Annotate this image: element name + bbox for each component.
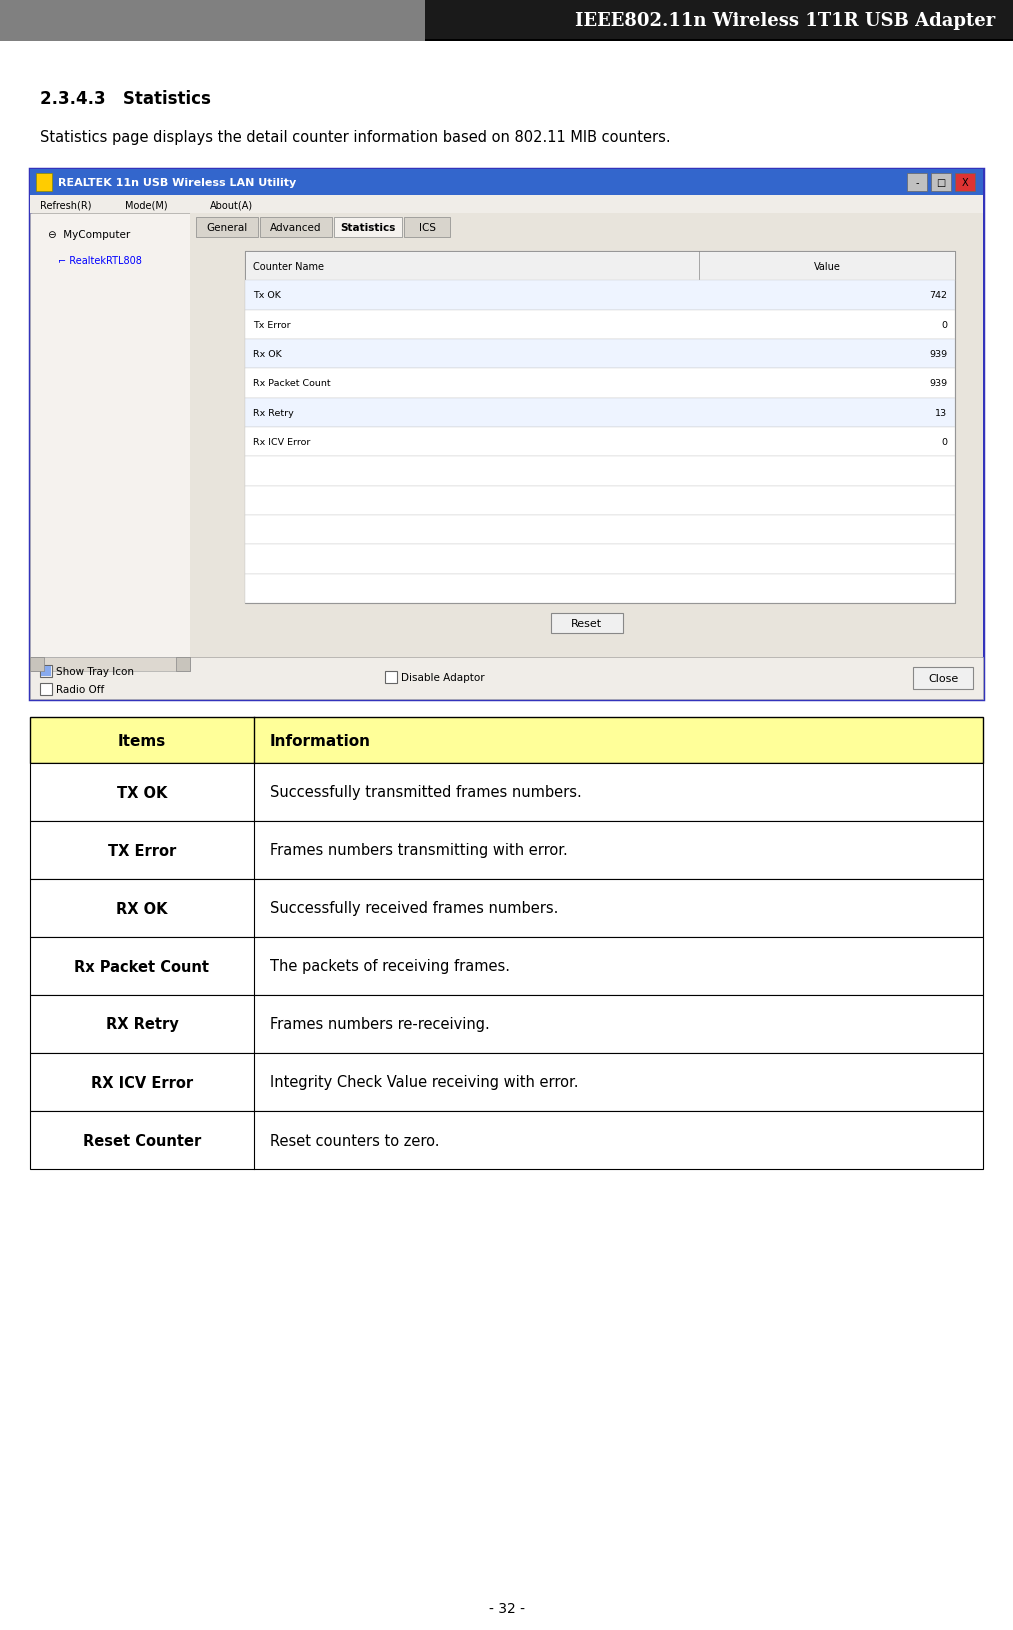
Bar <box>30 170 983 196</box>
Bar <box>955 174 975 192</box>
Text: Frames numbers re-receiving.: Frames numbers re-receiving. <box>269 1017 489 1032</box>
Bar <box>245 398 955 427</box>
Text: □: □ <box>936 178 945 187</box>
Text: 742: 742 <box>929 292 947 300</box>
Bar <box>245 544 955 574</box>
Bar <box>913 668 973 689</box>
Bar <box>931 174 951 192</box>
Text: RX OK: RX OK <box>116 901 168 916</box>
Text: Disable Adaptor: Disable Adaptor <box>401 673 484 683</box>
Bar <box>30 717 983 763</box>
Bar <box>334 218 402 238</box>
Text: IEEE802.11n Wireless 1T1R USB Adapter: IEEE802.11n Wireless 1T1R USB Adapter <box>574 11 995 29</box>
Bar <box>404 218 450 238</box>
Bar <box>40 683 52 696</box>
Bar <box>245 427 955 456</box>
Bar <box>245 486 955 515</box>
Text: Show Tray Icon: Show Tray Icon <box>56 667 134 676</box>
Text: RX ICV Error: RX ICV Error <box>91 1074 193 1090</box>
Text: General: General <box>207 223 247 233</box>
Text: Rx ICV Error: Rx ICV Error <box>253 438 310 447</box>
Bar <box>425 41 1013 42</box>
Text: Close: Close <box>928 673 958 683</box>
Text: 939: 939 <box>929 380 947 388</box>
Text: Frames numbers transmitting with error.: Frames numbers transmitting with error. <box>269 843 567 857</box>
Text: Integrity Check Value receiving with error.: Integrity Check Value receiving with err… <box>269 1074 578 1090</box>
Bar <box>550 613 623 634</box>
Bar <box>245 280 955 310</box>
Text: X: X <box>961 178 968 187</box>
Bar <box>30 937 983 996</box>
Text: - 32 -: - 32 - <box>488 1601 525 1615</box>
Bar <box>30 763 983 822</box>
Text: 0: 0 <box>941 438 947 447</box>
Bar <box>30 657 44 672</box>
Bar <box>190 214 983 657</box>
Text: Rx OK: Rx OK <box>253 350 282 359</box>
Text: TX Error: TX Error <box>107 843 176 857</box>
Text: Reset counters to zero.: Reset counters to zero. <box>269 1133 440 1148</box>
Text: ⌐ RealtekRTL808: ⌐ RealtekRTL808 <box>58 256 142 266</box>
Bar <box>36 174 52 192</box>
Bar <box>30 822 983 880</box>
Bar <box>245 368 955 398</box>
Bar <box>245 574 955 603</box>
Text: Reset: Reset <box>571 619 602 629</box>
Bar <box>245 515 955 544</box>
Bar <box>907 174 927 192</box>
Text: RX Retry: RX Retry <box>105 1017 178 1032</box>
Bar <box>30 214 190 657</box>
Bar <box>30 880 983 937</box>
Text: Statistics page displays the detail counter information based on 802.11 MIB coun: Statistics page displays the detail coun… <box>40 130 671 145</box>
Text: ⊖  MyComputer: ⊖ MyComputer <box>48 230 131 240</box>
Text: Successfully received frames numbers.: Successfully received frames numbers. <box>269 901 558 916</box>
Text: 13: 13 <box>935 409 947 417</box>
Bar <box>30 170 983 699</box>
Text: 2.3.4.3   Statistics: 2.3.4.3 Statistics <box>40 90 211 108</box>
Bar <box>176 657 190 672</box>
Text: Items: Items <box>118 734 166 748</box>
Bar <box>30 1053 983 1112</box>
Bar <box>245 456 955 486</box>
Bar <box>245 310 955 339</box>
Bar <box>196 218 258 238</box>
Text: Reset Counter: Reset Counter <box>83 1133 202 1148</box>
Text: Tx Error: Tx Error <box>253 321 291 329</box>
Bar <box>30 996 983 1053</box>
Text: REALTEK 11n USB Wireless LAN Utility: REALTEK 11n USB Wireless LAN Utility <box>58 178 296 187</box>
Text: -: - <box>916 178 919 187</box>
Text: Mode(M): Mode(M) <box>125 200 167 210</box>
Text: Information: Information <box>269 734 371 748</box>
Text: Rx Packet Count: Rx Packet Count <box>75 958 210 973</box>
Bar <box>40 665 52 678</box>
Text: Value: Value <box>813 261 841 272</box>
Bar <box>385 672 397 683</box>
Text: Counter Name: Counter Name <box>253 261 324 272</box>
Text: TX OK: TX OK <box>116 786 167 800</box>
Text: Rx Retry: Rx Retry <box>253 409 294 417</box>
Text: ICS: ICS <box>418 223 436 233</box>
Bar <box>0 0 425 42</box>
Bar <box>245 253 955 280</box>
Text: Advanced: Advanced <box>270 223 322 233</box>
Text: 939: 939 <box>929 350 947 359</box>
Text: Refresh(R): Refresh(R) <box>40 200 91 210</box>
Text: 0: 0 <box>941 321 947 329</box>
Text: Tx OK: Tx OK <box>253 292 281 300</box>
Text: Statistics: Statistics <box>340 223 396 233</box>
Bar <box>245 339 955 368</box>
Bar <box>30 657 190 672</box>
Bar <box>260 218 332 238</box>
Text: Successfully transmitted frames numbers.: Successfully transmitted frames numbers. <box>269 786 581 800</box>
Bar <box>245 253 955 603</box>
Text: The packets of receiving frames.: The packets of receiving frames. <box>269 958 510 973</box>
Bar <box>30 657 983 699</box>
Bar <box>30 196 983 214</box>
Bar <box>41 667 51 676</box>
Bar <box>425 0 1013 42</box>
Bar <box>30 1112 983 1169</box>
Text: Radio Off: Radio Off <box>56 685 104 694</box>
Text: Rx Packet Count: Rx Packet Count <box>253 380 330 388</box>
Text: About(A): About(A) <box>210 200 253 210</box>
